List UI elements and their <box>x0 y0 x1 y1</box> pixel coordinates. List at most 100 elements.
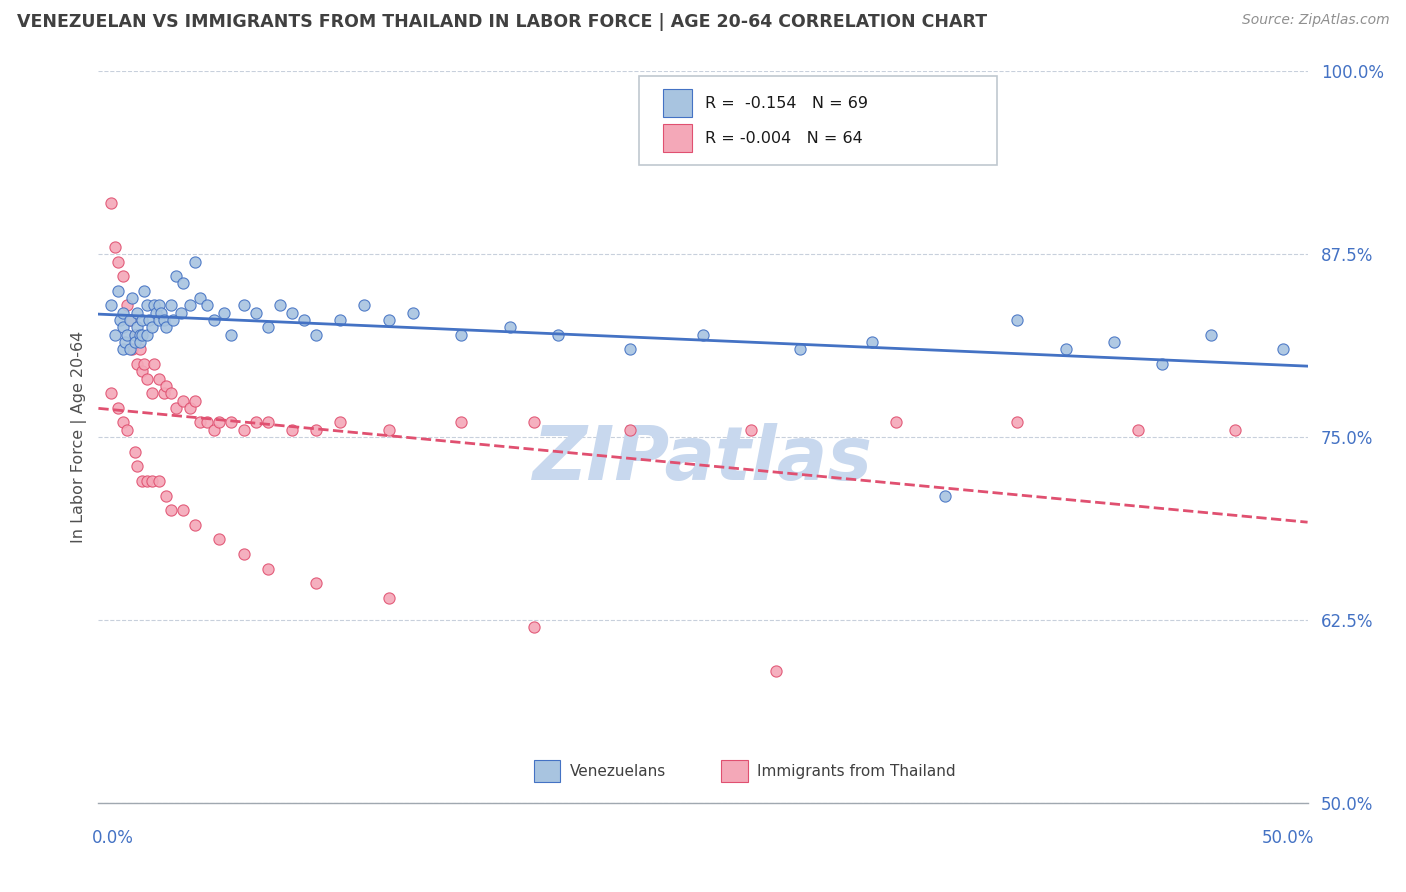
Point <box>256 416 278 430</box>
Point <box>934 489 956 503</box>
Point <box>184 517 207 532</box>
Point <box>148 474 170 488</box>
Point <box>269 298 291 312</box>
Point <box>128 334 150 349</box>
Point <box>150 306 173 320</box>
Point <box>124 334 146 349</box>
Point <box>523 416 546 430</box>
Text: Venezuelans: Venezuelans <box>569 764 666 779</box>
Point <box>1223 423 1246 437</box>
Point <box>148 313 170 327</box>
Point <box>498 320 520 334</box>
Point <box>111 269 134 284</box>
Point <box>107 254 129 268</box>
Point <box>204 423 226 437</box>
Text: R =  -0.154   N = 69: R = -0.154 N = 69 <box>706 95 869 111</box>
Point <box>134 357 156 371</box>
Point <box>886 416 908 430</box>
Point <box>179 401 201 415</box>
Point <box>402 306 425 320</box>
Point <box>134 284 156 298</box>
Point <box>232 547 254 561</box>
Point <box>135 474 157 488</box>
Point <box>148 298 170 312</box>
Point <box>377 313 399 327</box>
Point <box>135 298 157 312</box>
Point <box>208 533 231 547</box>
Point <box>160 386 183 401</box>
Point <box>131 364 153 378</box>
Point <box>127 320 149 334</box>
Point <box>329 416 352 430</box>
Point <box>169 306 191 320</box>
Point <box>152 313 174 327</box>
FancyBboxPatch shape <box>721 760 748 782</box>
Point <box>127 357 149 371</box>
Point <box>155 320 177 334</box>
Point <box>143 357 166 371</box>
Point <box>131 327 153 342</box>
Point <box>281 306 304 320</box>
Point <box>135 327 157 342</box>
Point <box>204 313 226 327</box>
Point <box>208 416 231 430</box>
Point <box>118 313 141 327</box>
Point <box>128 327 150 342</box>
Point <box>124 327 146 342</box>
Point <box>141 386 163 401</box>
Point <box>1128 423 1150 437</box>
Point <box>111 343 134 357</box>
FancyBboxPatch shape <box>534 760 561 782</box>
Point <box>212 306 235 320</box>
Point <box>179 298 201 312</box>
Point <box>377 591 399 605</box>
Point <box>789 343 811 357</box>
Point <box>131 313 153 327</box>
Point <box>619 343 641 357</box>
Point <box>117 298 139 312</box>
Point <box>292 313 315 327</box>
Point <box>184 393 207 408</box>
Point <box>450 416 472 430</box>
Point <box>245 306 267 320</box>
Point <box>523 620 546 634</box>
Point <box>160 503 183 517</box>
Point <box>117 327 139 342</box>
Point <box>155 379 177 393</box>
Point <box>245 416 267 430</box>
Point <box>124 327 146 342</box>
Text: ZIPatlas: ZIPatlas <box>533 423 873 496</box>
Point <box>127 306 149 320</box>
Point <box>118 313 141 327</box>
Point <box>1272 343 1295 357</box>
Y-axis label: In Labor Force | Age 20-64: In Labor Force | Age 20-64 <box>72 331 87 543</box>
Point <box>104 327 127 342</box>
Point <box>111 416 134 430</box>
Point <box>305 327 328 342</box>
Point <box>1007 416 1029 430</box>
Point <box>121 291 143 305</box>
Point <box>141 474 163 488</box>
Point <box>232 298 254 312</box>
Point <box>114 334 136 349</box>
Point <box>141 320 163 334</box>
Point <box>104 240 127 254</box>
Point <box>172 277 194 291</box>
Point <box>329 313 352 327</box>
Point <box>100 386 122 401</box>
Point <box>184 254 207 268</box>
Point <box>860 334 883 349</box>
Point <box>145 306 167 320</box>
Point <box>256 562 278 576</box>
Point <box>353 298 375 312</box>
Point <box>1152 357 1174 371</box>
Point <box>195 416 218 430</box>
FancyBboxPatch shape <box>638 77 997 165</box>
Point <box>619 423 641 437</box>
Point <box>450 327 472 342</box>
Point <box>143 298 166 312</box>
Point <box>377 423 399 437</box>
Point <box>100 298 122 312</box>
Point <box>232 423 254 437</box>
Text: 0.0%: 0.0% <box>93 829 134 847</box>
